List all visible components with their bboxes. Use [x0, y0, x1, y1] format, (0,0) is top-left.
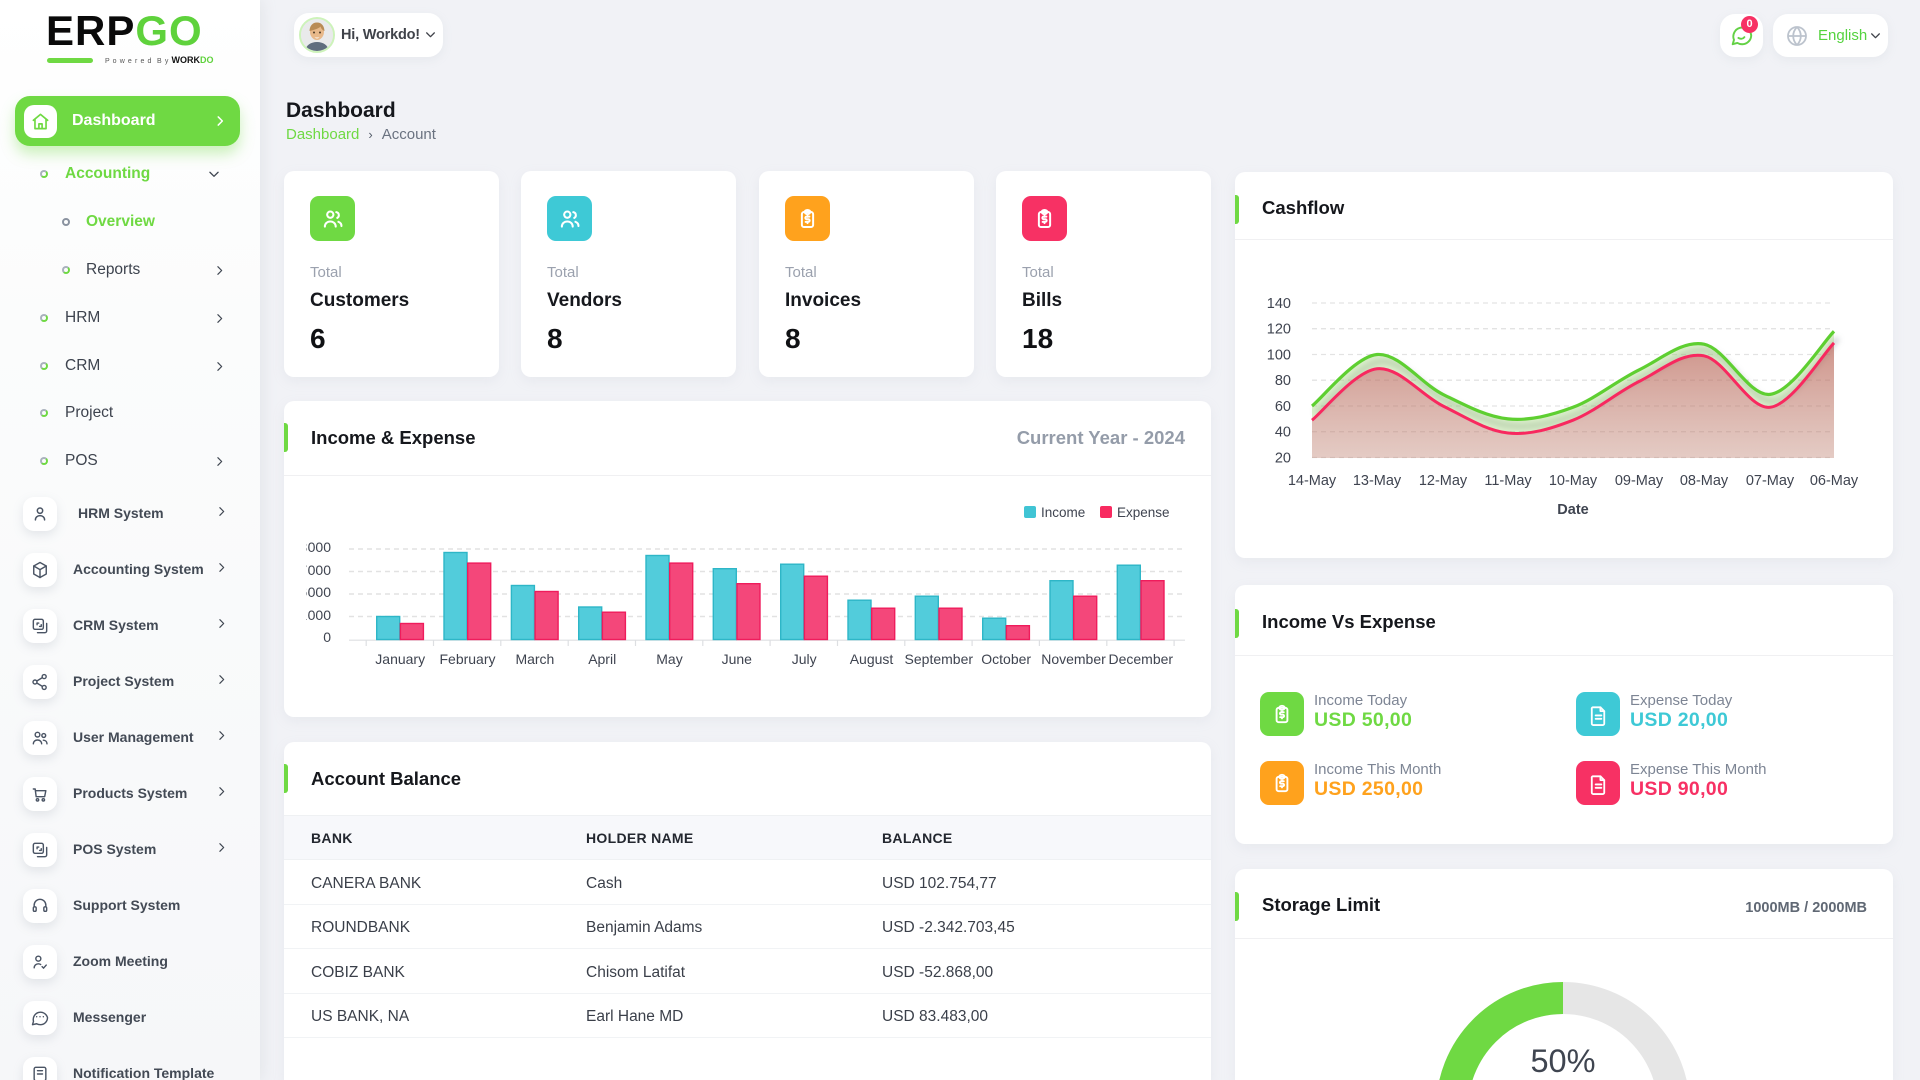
- svg-text:80: 80: [1275, 373, 1291, 389]
- svg-text:Date: Date: [1557, 502, 1588, 518]
- svg-text:December: December: [1109, 651, 1174, 667]
- svg-text:8000: 8000: [300, 539, 331, 555]
- svg-text:100: 100: [1267, 348, 1291, 364]
- svg-text:November: November: [1041, 651, 1106, 667]
- svg-text:May: May: [656, 651, 682, 667]
- svg-text:50%: 50%: [1530, 1043, 1595, 1079]
- svg-text:40: 40: [1275, 425, 1291, 441]
- svg-text:October: October: [981, 651, 1031, 667]
- svg-text:14-May: 14-May: [1288, 473, 1337, 489]
- svg-text:08-May: 08-May: [1680, 473, 1729, 489]
- svg-text:February: February: [439, 651, 495, 667]
- svg-text:06-May: 06-May: [1810, 473, 1859, 489]
- svg-text:August: August: [850, 651, 894, 667]
- svg-text:60: 60: [1275, 399, 1291, 415]
- svg-text:20: 20: [1275, 451, 1291, 467]
- svg-text:7000: 7000: [300, 562, 331, 578]
- svg-text:September: September: [905, 651, 974, 667]
- svg-text:June: June: [722, 651, 753, 667]
- svg-text:09-May: 09-May: [1615, 473, 1664, 489]
- svg-text:1000: 1000: [300, 607, 331, 623]
- svg-text:March: March: [515, 651, 554, 667]
- svg-text:Expense: Expense: [1117, 505, 1170, 520]
- svg-text:13-May: 13-May: [1353, 473, 1402, 489]
- svg-text:Income: Income: [1041, 505, 1085, 520]
- svg-text:12-May: 12-May: [1419, 473, 1468, 489]
- svg-text:April: April: [588, 651, 616, 667]
- svg-text:11-May: 11-May: [1484, 473, 1532, 489]
- svg-text:July: July: [792, 651, 817, 667]
- svg-text:January: January: [375, 651, 425, 667]
- svg-text:120: 120: [1267, 322, 1291, 338]
- svg-text:07-May: 07-May: [1746, 473, 1795, 489]
- svg-text:0: 0: [323, 629, 331, 645]
- svg-text:10-May: 10-May: [1549, 473, 1598, 489]
- svg-text:6000: 6000: [300, 584, 331, 600]
- svg-text:140: 140: [1267, 296, 1291, 312]
